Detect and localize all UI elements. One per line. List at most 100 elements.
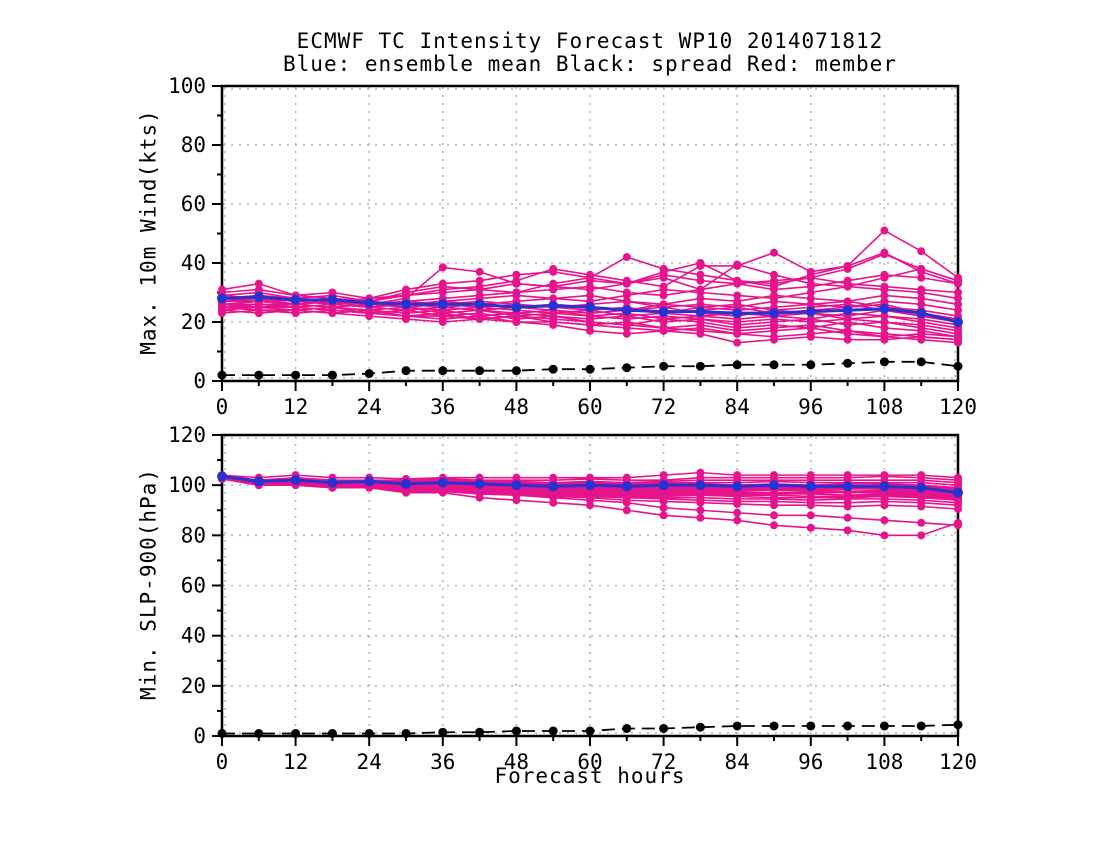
ensemble-member-8-marker (954, 300, 962, 309)
ensemble-member-6-marker (549, 285, 558, 294)
slp-ensemble-mean-marker (364, 476, 375, 487)
wind-ensemble-mean-marker (695, 306, 706, 317)
y-tick-label: 80 (181, 133, 206, 157)
y-tick-label: 80 (181, 523, 206, 547)
wind-ensemble-spread-marker (953, 361, 963, 371)
slp-ensemble-spread-marker (769, 721, 779, 731)
ensemble-member-7-marker (843, 282, 852, 291)
slp-ensemble-mean (217, 471, 963, 498)
ensemble-member-1-marker (475, 276, 484, 285)
wind-ensemble-mean-marker (437, 299, 448, 310)
slp-ensemble-mean-marker (621, 481, 632, 492)
x-tick-label: 120 (939, 750, 977, 774)
slp-ensemble-mean-marker (217, 471, 227, 482)
slp-ensemble-spread-marker (695, 722, 705, 732)
y-tick-label: 100 (168, 473, 206, 497)
ensemble-member-8-marker (770, 291, 778, 300)
ensemble-member-8-marker (549, 294, 558, 303)
ensemble-member-20-marker (733, 508, 742, 517)
slp-ensemble-mean-marker (253, 476, 264, 487)
chart-title: ECMWF TC Intensity Forecast WP10 2014071… (296, 29, 884, 53)
ensemble-member-19-marker (806, 501, 815, 510)
y-tick-label: 60 (181, 192, 206, 216)
ensemble-member-5-marker (512, 279, 521, 288)
wind-ensemble-mean-marker (511, 302, 522, 313)
wind-ensemble-spread-marker (217, 370, 227, 380)
x-tick-label: 60 (577, 395, 602, 419)
slp-ensemble-mean-marker (658, 480, 669, 491)
wind-ensemble-spread (217, 357, 963, 380)
slp-ensemble-mean-marker (879, 481, 890, 492)
ensemble-member-20-marker (622, 498, 631, 507)
ensemble-member-5-marker (733, 260, 742, 269)
ensemble-member-4-marker (438, 282, 447, 291)
wind-ensemble-mean-marker (916, 308, 927, 319)
slp-ensemble-spread-marker (364, 728, 374, 738)
wind-ensemble-mean-marker (327, 294, 338, 305)
ensemble-member-7-marker (696, 288, 705, 297)
wind-ensemble-mean-marker (805, 306, 816, 317)
ensemble-member-21-marker (586, 501, 594, 510)
ensemble-member-21-marker (512, 318, 521, 326)
ensemble-member-20-marker (622, 323, 631, 332)
ensemble-member-6-marker (659, 291, 668, 300)
wind-ensemble-spread-marker (769, 360, 779, 370)
ensemble-member-8-marker (586, 291, 594, 300)
plot-frame (220, 433, 960, 738)
ensemble-member-14-marker (880, 312, 889, 321)
slp-ensemble-mean-marker (695, 480, 706, 491)
ensemble-member-5-marker (770, 270, 778, 279)
ensemble-member-4-marker (659, 267, 668, 276)
x-tick-label: 72 (651, 395, 676, 419)
ensemble-member-5-marker (954, 276, 962, 285)
ensemble-member-7-marker (880, 285, 889, 294)
slp-ensemble-mean-marker (842, 481, 853, 492)
wind-ensemble-mean-marker (953, 317, 963, 327)
wind-ensemble-spread-marker (879, 357, 889, 367)
slp-ensemble-spread-marker (622, 723, 632, 733)
ensemble-member-21-marker (438, 488, 447, 497)
ensemble-member-21-marker (512, 496, 521, 505)
wind-ensemble-mean-marker (474, 299, 485, 310)
slp-ensemble-spread-marker (254, 728, 264, 738)
ensemble-member-6-marker (586, 282, 594, 291)
ensemble-member-21-marker (696, 323, 705, 332)
slp-ensemble-spread-marker (475, 727, 485, 737)
y-tick-label: 40 (181, 251, 206, 275)
ensemble-member-17-marker (659, 315, 668, 324)
x-tick-label: 108 (865, 395, 903, 419)
slp-ensemble-spread-marker (879, 721, 889, 731)
ensemble-member-21-marker (622, 329, 631, 338)
y-tick-label: 60 (181, 574, 206, 598)
slp-ensemble-mean-marker (474, 478, 485, 489)
slp-ensemble-spread-marker (806, 721, 816, 731)
ensemble-member-16-marker (806, 315, 815, 324)
wind-ensemble-spread-marker (585, 364, 595, 374)
slp-ensemble-spread-marker (511, 726, 521, 736)
ensemble-member-6-marker (954, 288, 962, 297)
slp-ensemble-mean-marker (732, 481, 743, 492)
wind-ensemble-spread-marker (916, 357, 926, 367)
ensemble-member-21-marker (218, 303, 226, 312)
ensemble-member-9-marker (622, 297, 631, 306)
wind-ensemble-mean-marker (290, 294, 301, 305)
x-tick-label: 60 (577, 750, 602, 774)
y-tick-label: 0 (193, 724, 206, 748)
y-tick-label: 20 (181, 310, 206, 334)
wind-ensemble-spread-marker (438, 366, 448, 376)
ensemble-member-4-marker (843, 261, 852, 270)
slp-ensemble-mean-marker (953, 487, 963, 498)
ensemble-member-20-marker (659, 503, 668, 512)
wind-ensemble-mean-marker (217, 293, 227, 304)
ensemble-member-5-marker (659, 273, 668, 282)
y-tick-label: 40 (181, 624, 206, 648)
x-tick-label: 0 (216, 395, 229, 419)
ensemble-member-21-marker (659, 326, 668, 335)
ensemble-member-7-marker (659, 285, 668, 294)
x-tick-label: 84 (725, 750, 750, 774)
ensemble-member-21-marker (659, 511, 668, 520)
ensemble-member-19-marker (843, 502, 852, 511)
slp-ensemble-spread (217, 720, 963, 738)
ensemble-member-21-marker (438, 315, 447, 324)
ensemble-member-21-marker (917, 531, 926, 540)
